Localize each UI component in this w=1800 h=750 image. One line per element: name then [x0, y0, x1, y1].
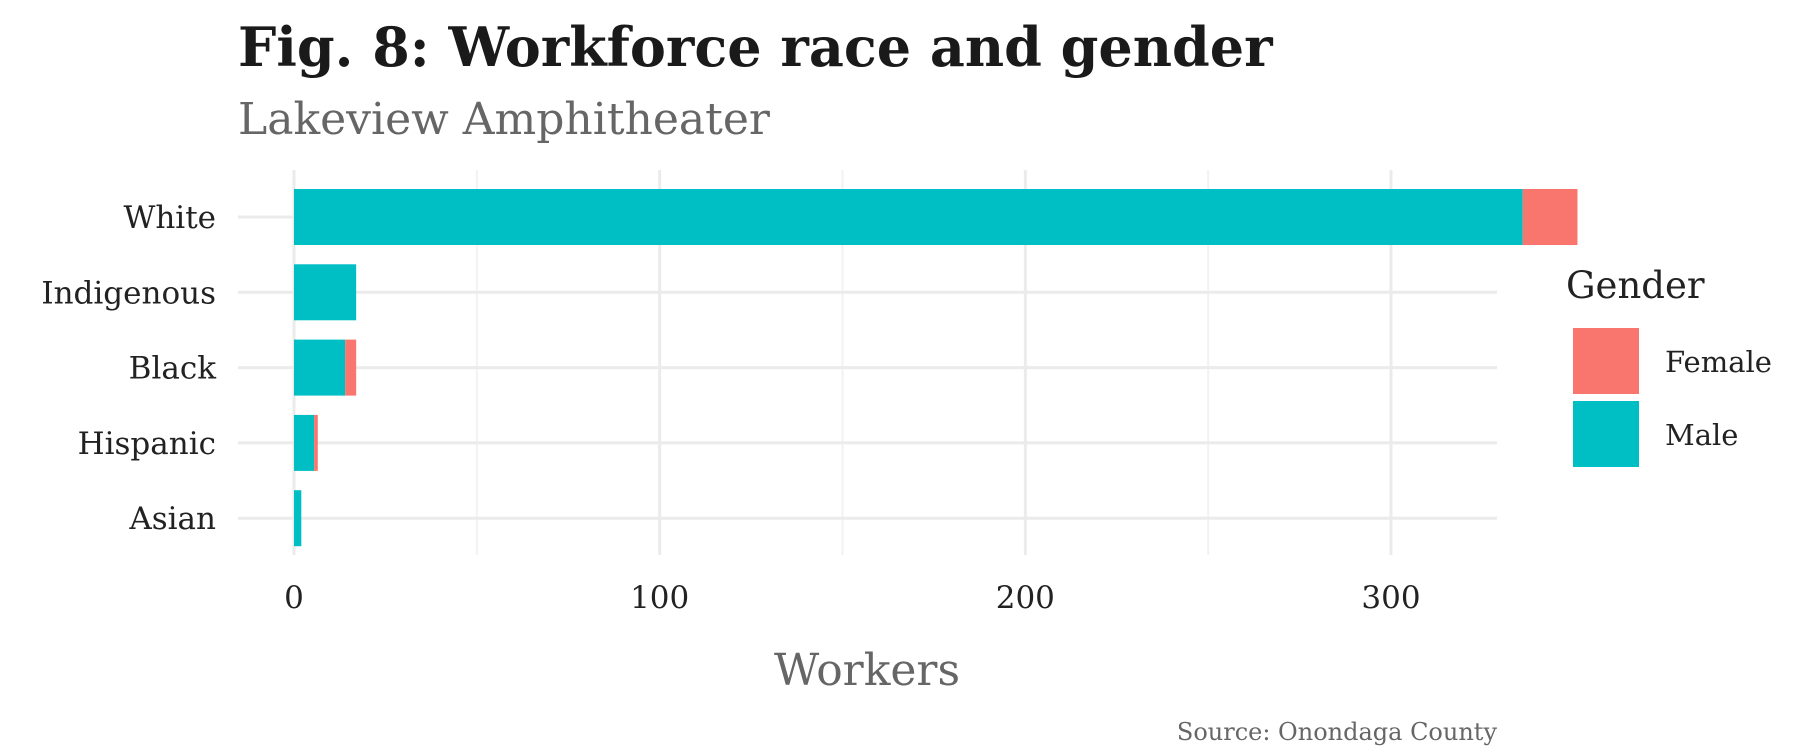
x-tick-label: 100	[630, 580, 689, 616]
chart-subtitle: Lakeview Amphitheater	[238, 94, 771, 145]
y-tick-label: Asian	[128, 501, 216, 537]
y-tick-label: Hispanic	[78, 426, 216, 462]
y-axis-tick-labels: White Indigenous Black Hispanic Asian	[41, 200, 216, 537]
x-tick-label: 0	[284, 580, 304, 616]
x-axis-tick-labels: 0 100 200 300	[284, 580, 1420, 616]
bar-hispanic-female	[314, 414, 318, 471]
bar-black-male	[294, 339, 346, 396]
legend-title: Gender	[1566, 264, 1705, 307]
legend-label-male: Male	[1665, 418, 1738, 452]
legend-label-female: Female	[1665, 345, 1772, 379]
legend-items: Female Male	[1573, 328, 1772, 467]
bar-white-female	[1522, 189, 1578, 245]
y-tick-label: White	[123, 200, 216, 236]
y-tick-label: Indigenous	[41, 275, 216, 311]
bar-asian-male	[294, 490, 302, 547]
x-tick-label: 200	[996, 580, 1055, 616]
legend-swatch-female	[1573, 328, 1639, 394]
bar-black-female	[345, 339, 357, 396]
y-tick-label: Black	[129, 351, 217, 387]
bar-white-male	[294, 189, 1523, 245]
x-tick-label: 300	[1361, 580, 1420, 616]
chart-caption: Source: Onondaga County	[1177, 718, 1498, 746]
plot-area: White Indigenous Black Hispanic Asian 0 100 20…	[41, 170, 1578, 616]
bar-indigenous-male	[294, 264, 357, 321]
legend: Gender Female Male	[1566, 264, 1772, 467]
x-axis-title: Workers	[774, 645, 960, 696]
chart-title: Fig. 8: Workforce race and gender	[238, 15, 1273, 79]
legend-swatch-male	[1573, 401, 1639, 467]
bar-hispanic-male	[294, 414, 315, 471]
bars	[294, 189, 1578, 547]
